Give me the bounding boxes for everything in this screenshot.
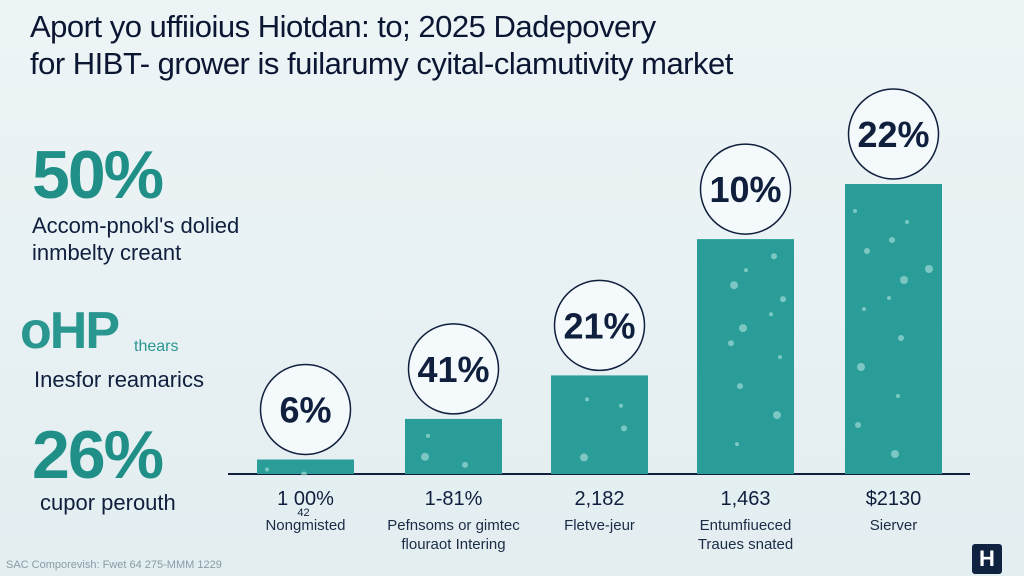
value-label: 21% xyxy=(563,305,635,346)
bar xyxy=(257,459,354,474)
value-label: 41% xyxy=(417,349,489,390)
bar-bubble xyxy=(426,433,430,438)
bar-bubble xyxy=(739,324,747,333)
footer-text: SAC Comporevish: Fwet 64 275-MMM 1229 xyxy=(6,559,222,571)
bar xyxy=(697,239,794,474)
category-label: Nongmisted xyxy=(265,517,345,534)
logo-small-text: thears xyxy=(134,338,179,355)
bar-bubble xyxy=(887,296,891,300)
stat-value-2: 26% xyxy=(32,417,164,493)
bar-bubble xyxy=(771,253,777,260)
bar-bubble xyxy=(853,209,857,213)
bar xyxy=(405,418,502,474)
bar-bubble xyxy=(769,312,773,317)
bar-bubble xyxy=(773,411,781,420)
title-line-1: Aport yo uffiioius Hiotdan: to; 2025 Dad… xyxy=(30,9,656,44)
bar-bubble xyxy=(889,237,895,243)
tick-subvalue: 42 xyxy=(297,507,309,519)
bar-bubble xyxy=(898,335,904,341)
bar-bubble xyxy=(580,453,588,462)
tick-value: 1-81% xyxy=(425,488,483,510)
tick-value: 1,463 xyxy=(720,488,770,510)
value-circle xyxy=(259,363,352,456)
bar-bubble xyxy=(728,340,734,347)
stat-caption-1-line-1: Accom-pnokl's dolied xyxy=(32,213,240,238)
bar-bubble xyxy=(925,265,933,273)
value-circle xyxy=(553,279,646,372)
category-label: Pefnsoms or gimtec xyxy=(387,517,520,534)
brand-badge: H xyxy=(972,544,1002,574)
bar xyxy=(551,375,648,474)
bar-bubble xyxy=(735,442,739,447)
category-label: Entumfiueced xyxy=(700,517,792,534)
bar-bubble xyxy=(864,248,870,254)
bar-bubble xyxy=(857,363,865,371)
bar-bubble xyxy=(421,452,429,461)
value-label: 22% xyxy=(857,114,929,155)
bar-bubble xyxy=(737,383,743,390)
bar-bubble xyxy=(462,461,468,468)
bar xyxy=(845,184,942,474)
bar-bubble xyxy=(896,394,900,398)
bar-bubble xyxy=(730,281,738,290)
category-label: Sierver xyxy=(870,517,918,534)
bar-bubble xyxy=(891,450,899,458)
bar-bubble xyxy=(744,268,748,273)
bar-bubble xyxy=(778,355,782,360)
stat-value-1: 50% xyxy=(32,137,164,213)
tick-value: 2,182 xyxy=(574,488,624,510)
page-title: Aport yo uffiioius Hiotdan: to; 2025 Dad… xyxy=(30,8,930,82)
bar-bubble xyxy=(265,467,269,472)
value-label: 10% xyxy=(709,169,781,210)
value-label: 6% xyxy=(279,390,331,431)
bar-bubble xyxy=(621,425,627,432)
bar-bubble xyxy=(619,403,623,408)
tick-value: 1 00% xyxy=(277,488,334,510)
category-label: Traues snated xyxy=(698,536,793,553)
stat-caption-1: Accom-pnokl's dolied inmbelty creant xyxy=(32,212,239,266)
bar-bubble xyxy=(585,397,589,402)
category-label: flouraot Intering xyxy=(401,536,505,553)
logo-mark: oHP xyxy=(20,302,120,360)
stat-caption-2: cupor perouth xyxy=(40,490,176,515)
value-circle xyxy=(407,323,500,415)
bar-bubble xyxy=(780,296,786,303)
value-circle xyxy=(847,88,940,180)
stat-caption-1-line-2: inmbelty creant xyxy=(32,240,182,265)
tick-value: $2130 xyxy=(866,488,922,510)
bar-bubble xyxy=(855,422,861,428)
title-line-2: for HIBT- grower is fuilarumy cyital-cla… xyxy=(30,46,733,81)
category-label: Fletve-jeur xyxy=(564,517,635,534)
value-circle xyxy=(699,143,792,235)
bar-bubble xyxy=(905,220,909,224)
logo-tagline: Inesfor reamarics xyxy=(34,367,204,392)
bar-bubble xyxy=(900,276,908,284)
bar-bubble xyxy=(862,307,866,311)
bar-bubble xyxy=(301,471,307,478)
